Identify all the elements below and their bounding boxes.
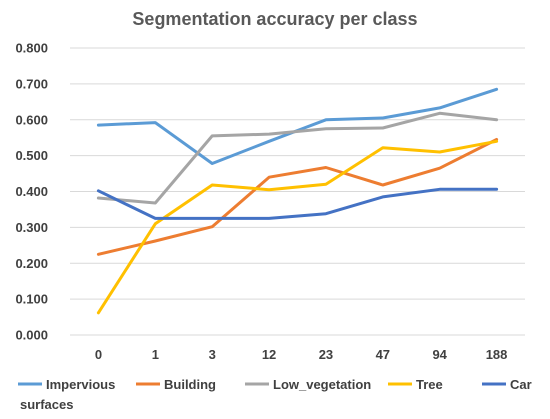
x-tick-label: 23 [319, 347, 333, 362]
legend: Impervious surfaces Building Low_vegetation… [18, 377, 532, 412]
y-tick-label: 0.500 [15, 148, 48, 163]
y-tick-label: 0.000 [15, 328, 48, 343]
y-tick-label: 0.200 [15, 256, 48, 271]
series-lines [96, 87, 499, 315]
y-tick-label: 0.800 [15, 41, 48, 56]
y-tick-label: 0.300 [15, 220, 48, 235]
x-tick-label: 94 [432, 347, 447, 362]
legend-label-tree: Tree [416, 377, 443, 392]
y-tick-label: 0.600 [15, 112, 48, 127]
x-tick-label: 47 [376, 347, 390, 362]
legend-label-impervious-surfaces: Impervious surfaces [20, 377, 115, 412]
y-tick-label: 0.400 [15, 184, 48, 199]
x-tick-label: 188 [486, 347, 508, 362]
x-tick-label: 0 [95, 347, 102, 362]
series-line-building [96, 138, 499, 256]
y-tick-label: 0.700 [15, 76, 48, 91]
legend-label-car: Car [510, 377, 532, 392]
y-axis-tick-labels: 0.000 0.100 0.200 0.300 0.400 0.500 0.600 0.700… [15, 41, 48, 343]
x-tick-label: 3 [209, 347, 216, 362]
gridlines [70, 47, 525, 336]
chart-title: Segmentation accuracy per class [132, 9, 417, 29]
legend-label-building: Building [164, 377, 216, 392]
y-tick-label: 0.100 [15, 292, 48, 307]
x-tick-label: 12 [262, 347, 276, 362]
series-line-car [96, 187, 499, 220]
x-tick-label: 1 [152, 347, 159, 362]
series-line-low-vegetation [96, 111, 499, 205]
legend-label-low-vegetation: Low_vegetation [273, 377, 371, 392]
x-axis-tick-labels: 0 1 3 12 23 47 94 188 [95, 347, 508, 362]
